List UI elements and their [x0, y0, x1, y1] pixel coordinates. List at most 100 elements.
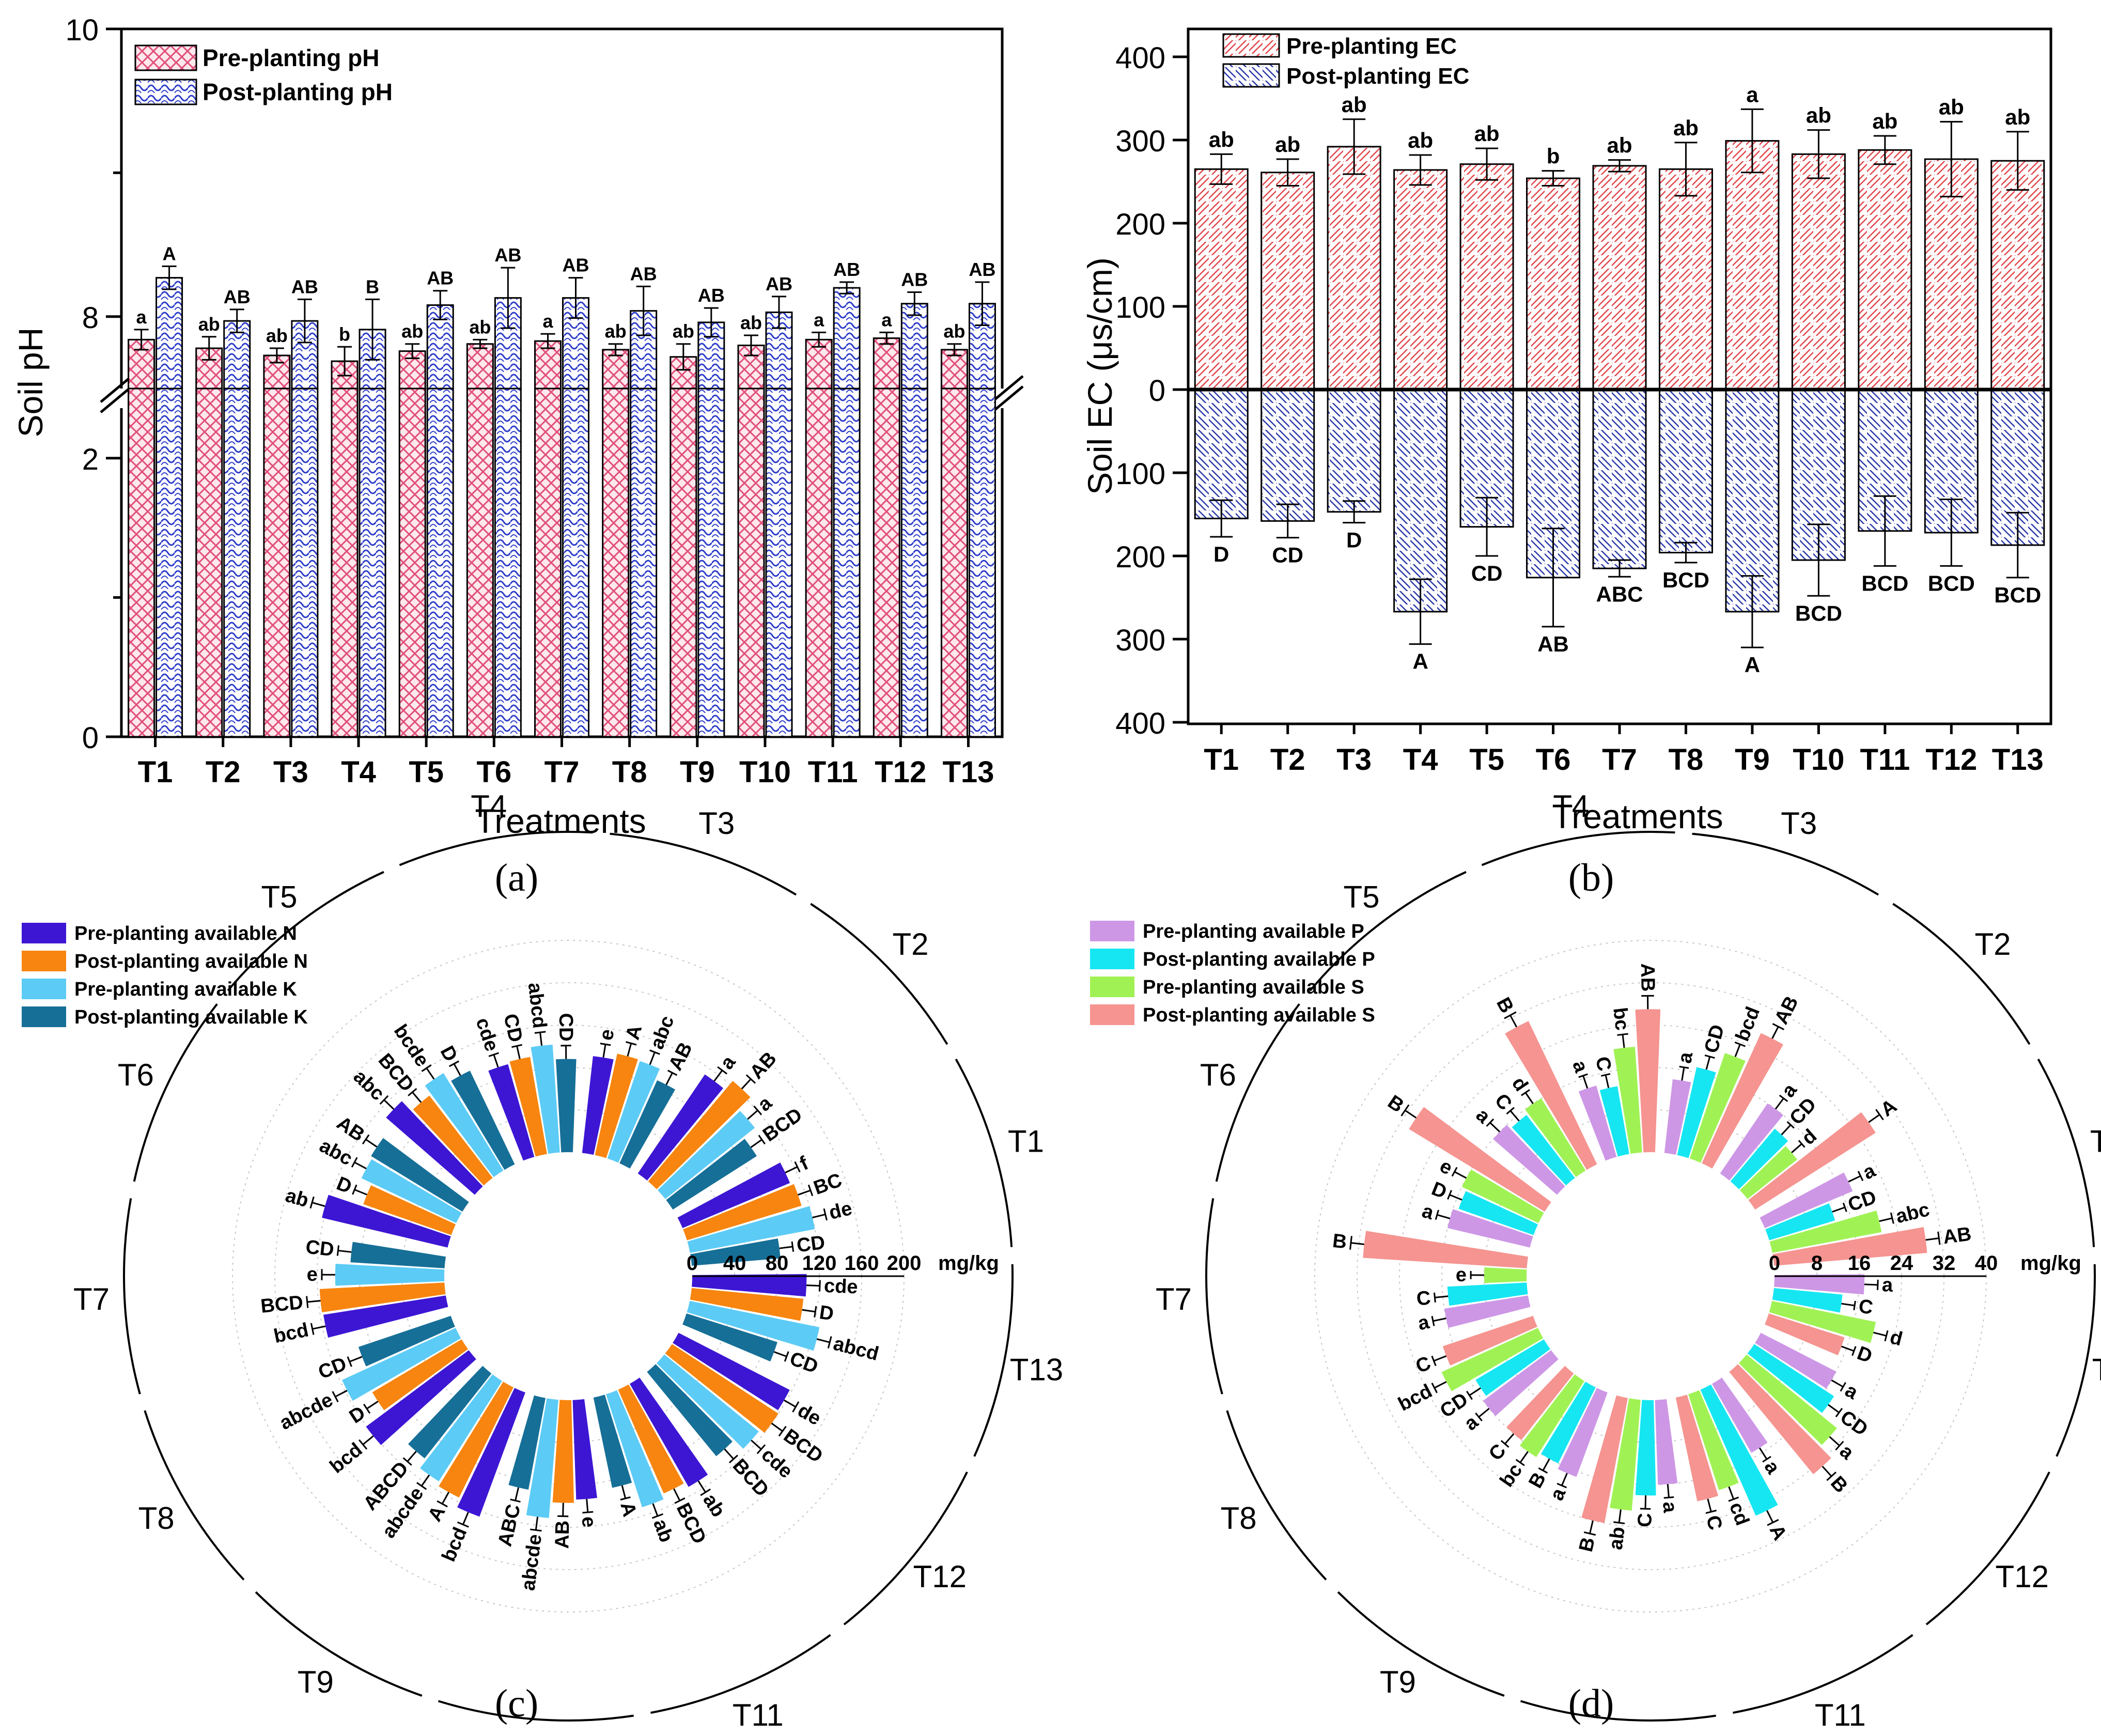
- panel-a-bar-upper: [833, 287, 861, 390]
- panel-d-error-cap: [1937, 1231, 1941, 1245]
- panel-d-group-arc: [1520, 1700, 1716, 1722]
- panel-c-error-cap: [827, 1336, 832, 1349]
- panel-d-error-bar: [1605, 1075, 1610, 1089]
- panel-b-x-tick-label: T10: [1793, 743, 1844, 777]
- panel-c-error-bar: [493, 1054, 499, 1068]
- panel-c-error-bar: [366, 1401, 379, 1409]
- panel-d-significance-label: e: [1456, 1264, 1467, 1286]
- panel-d-bar: [1774, 1274, 1865, 1295]
- panel-d-significance-label: CD: [1836, 1406, 1872, 1440]
- panel-d-bar: [1729, 1364, 1831, 1475]
- panel-c-significance-label: e: [596, 1028, 619, 1042]
- panel-d-group-label: T6: [1200, 1058, 1236, 1092]
- panel-d-group-arc: [1733, 1634, 1913, 1714]
- panel-a-bar-lower: [155, 388, 183, 738]
- panel-c-error-cap: [792, 1401, 800, 1413]
- panel-c-bar: [595, 1053, 638, 1158]
- panel-b-bar-pre: [1393, 169, 1448, 391]
- panel-c-bar: [618, 1384, 684, 1494]
- panel-d-bar: [1689, 1053, 1746, 1163]
- panel-c-error-bar: [673, 1488, 681, 1501]
- panel-a-bar-lower: [263, 388, 291, 738]
- panel-c-error-cap: [306, 1296, 309, 1308]
- panel-a-significance-label: ab: [605, 321, 627, 342]
- panel-d-bar: [1765, 1313, 1845, 1356]
- panel-a-y-tick-label: 10: [65, 13, 99, 47]
- panel-a-bar-upper: [155, 277, 183, 390]
- panel-c-error-bar: [383, 1099, 395, 1110]
- panel-d-bar: [1540, 1382, 1596, 1464]
- panel-d-error-bar: [1766, 1510, 1774, 1523]
- panel-a-bar-upper: [737, 344, 765, 390]
- panel-a-bar-upper: [873, 337, 900, 390]
- panel-c-group-label: T1: [1008, 1124, 1044, 1159]
- panel-c-bar: [657, 1111, 755, 1199]
- panel-d-significance-label: cd: [1725, 1499, 1753, 1528]
- panel-b-bar-pre: [1526, 177, 1581, 391]
- panel-d-error-cap: [1486, 1118, 1495, 1127]
- panel-c-bar: [451, 1071, 515, 1170]
- panel-c-error-cap: [352, 1184, 357, 1195]
- panel-d-error-bar: [1829, 1436, 1840, 1447]
- panel-c-error-cap: [534, 1031, 546, 1034]
- panel-d-error-bar: [1433, 1318, 1446, 1322]
- panel-a-significance-label: AB: [494, 244, 521, 266]
- panel-d-bar: [1558, 1388, 1608, 1477]
- panel-b-bar-pre: [1791, 153, 1846, 391]
- panel-c-bar: [582, 1056, 614, 1155]
- panel-a-x-tick-label: T1: [138, 755, 173, 789]
- panel-b-bar-pre: [1592, 165, 1647, 391]
- panel-d-error-bar: [1435, 1295, 1449, 1298]
- panel-d-error-bar: [1771, 1026, 1779, 1039]
- panel-a-bar-lower: [223, 388, 251, 738]
- panel-c-error-cap: [309, 1196, 315, 1209]
- panel-a-bar-lower: [630, 388, 658, 738]
- panel-b-significance-label: CD: [1471, 561, 1503, 585]
- panel-d-group-label: T2: [1974, 927, 2011, 962]
- panel-b-significance-label: ab: [1342, 92, 1367, 117]
- panel-c-error-bar: [649, 1051, 656, 1065]
- panel-c-bar: [342, 1328, 461, 1401]
- panel-c-bar: [386, 1101, 483, 1195]
- panel-c-error-cap: [791, 1241, 795, 1252]
- panel-a-x-tick-label: T8: [612, 755, 647, 789]
- panel-d-error-bar: [1822, 1466, 1832, 1477]
- panel-c-error-cap: [351, 1157, 358, 1168]
- panel-a-bar-lower: [291, 388, 319, 738]
- panel-d-error-cap: [1583, 1531, 1596, 1536]
- panel-d-group-label: T1: [2090, 1124, 2101, 1159]
- panel-d-error-cap: [1500, 1440, 1509, 1448]
- panel-b-significance-label: BCD: [1795, 601, 1842, 625]
- panel-a-x-tick-label: T13: [942, 755, 994, 789]
- panel-d-error-cap: [1772, 1023, 1784, 1030]
- panel-b-bar-pre: [1725, 140, 1780, 391]
- panel-d-error-bar: [1832, 1206, 1845, 1213]
- panel-d-bar: [1677, 1067, 1716, 1158]
- panel-d-group-label: T9: [1380, 1665, 1416, 1699]
- panel-c-scale-tick-label: 200: [887, 1252, 922, 1275]
- panel-b-significance-label: ab: [1408, 128, 1433, 152]
- panel-d-significance-label: AB: [1637, 963, 1659, 991]
- panel-b-caption: (b): [1568, 856, 1614, 900]
- panel-c-error-cap: [778, 1425, 787, 1437]
- panel-b-significance-label: ab: [1209, 127, 1234, 151]
- panel-c-error-cap: [649, 1049, 660, 1055]
- panel-a-bar-lower: [602, 388, 630, 738]
- panel-a-bar-lower: [359, 388, 386, 738]
- panel-d-error-cap: [1578, 1073, 1588, 1078]
- panel-c-error-cap: [814, 1306, 817, 1318]
- panel-d-bar: [1711, 1377, 1768, 1453]
- panel-a-x-tick-label: T4: [341, 755, 376, 789]
- panel-d-group-arc: [1925, 1471, 2050, 1625]
- panel-a-bar-upper: [128, 338, 155, 390]
- panel-b-x-tick-label: T12: [1925, 743, 1977, 777]
- panel-d-error-cap: [1842, 1202, 1847, 1212]
- panel-c-scale-tick-label: 80: [766, 1252, 789, 1275]
- panel-c-error-bar: [312, 1201, 325, 1207]
- panel-d-error-bar: [1478, 1407, 1490, 1418]
- panel-d-error-cap: [1728, 1496, 1739, 1502]
- panel-c-scale-tick-label: 160: [845, 1252, 879, 1275]
- panel-c-error-cap: [700, 1488, 711, 1496]
- panel-c-group-arc: [650, 1634, 831, 1714]
- panel-c-bar: [425, 1073, 504, 1177]
